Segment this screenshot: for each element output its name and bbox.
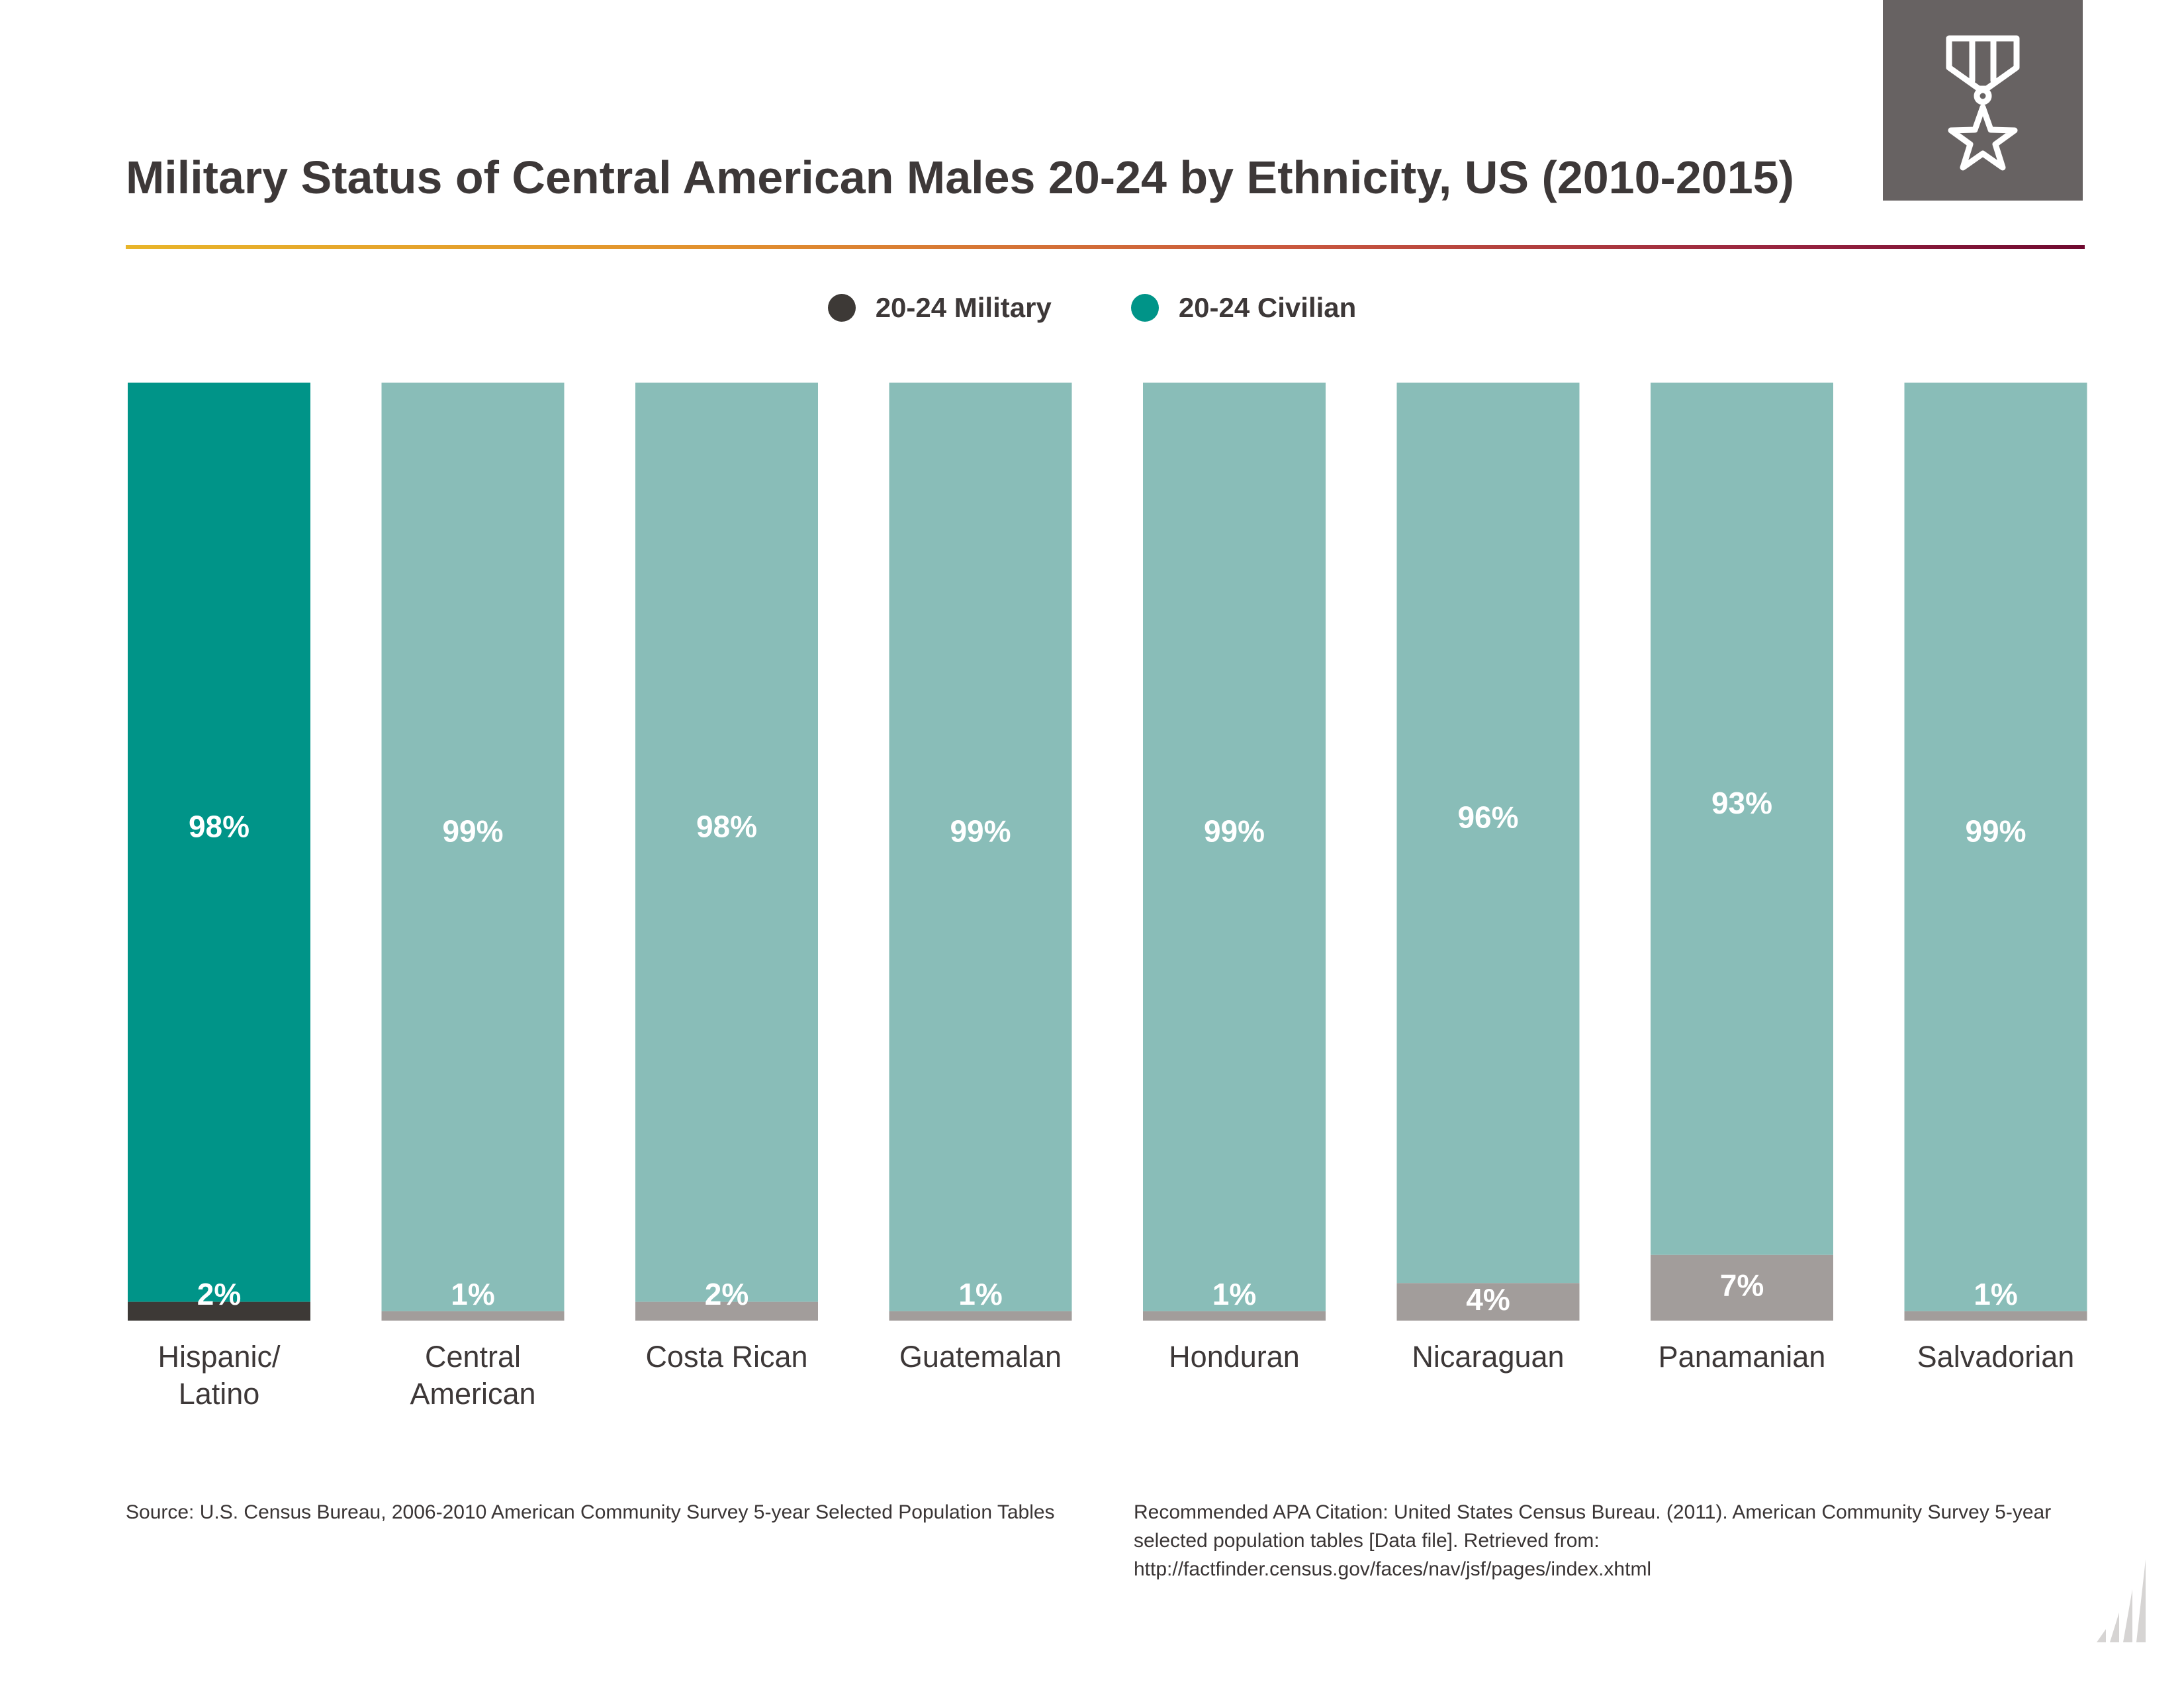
data-label-military: 1%	[1974, 1277, 2017, 1311]
data-label-civilian: 99%	[1204, 814, 1265, 849]
citation-note: Recommended APA Citation: United States …	[1134, 1501, 2052, 1580]
data-label-civilian: 93%	[1711, 786, 1772, 820]
bar-civilian	[1651, 383, 1833, 1255]
bar-military	[1904, 1311, 2087, 1321]
legend-item-military: 20-24 Military	[827, 288, 1052, 328]
bar-civilian	[381, 383, 565, 1311]
bar-military	[1651, 1254, 1833, 1321]
bar-civilian	[1396, 383, 1580, 1284]
bar-military	[1396, 1283, 1580, 1321]
title-divider	[126, 245, 2085, 249]
data-label-civilian: 99%	[950, 814, 1011, 849]
bar-military	[128, 1301, 310, 1321]
data-label-military: 1%	[958, 1277, 1002, 1311]
data-label-military: 1%	[1212, 1277, 1256, 1311]
bar-civilian	[889, 383, 1072, 1311]
legend-label-civilian: 20-24 Civilian	[1178, 292, 1357, 323]
category-label: Salvadorian	[1917, 1340, 2075, 1374]
source-note: Source: U.S. Census Bureau, 2006-2010 Am…	[126, 1501, 1055, 1523]
category-label: Costa Rican	[645, 1340, 807, 1374]
legend-item-civilian: 20-24 Civilian	[1130, 288, 1357, 328]
category-label: Central	[425, 1340, 521, 1374]
data-label-military: 2%	[197, 1277, 241, 1311]
bar-civilian	[1143, 383, 1326, 1311]
bar-military	[1143, 1311, 1326, 1321]
data-label-military: 4%	[1466, 1282, 1510, 1317]
category-label: Honduran	[1169, 1340, 1300, 1374]
category-label: Hispanic/	[158, 1340, 281, 1374]
bar-civilian	[635, 383, 818, 1302]
bar-military	[889, 1311, 1072, 1321]
category-label: Nicaraguan	[1412, 1340, 1564, 1374]
category-label: Latino	[179, 1377, 260, 1411]
data-label-civilian: 96%	[1457, 800, 1518, 834]
bar-civilian	[1904, 383, 2087, 1311]
data-label-military: 2%	[705, 1277, 749, 1311]
bars-logo-icon	[2097, 1560, 2146, 1642]
data-label-military: 1%	[451, 1277, 494, 1311]
stacked-bar-chart: 98% 2% Hispanic/Latino 99% 1% CentralAmerican…	[128, 383, 2087, 1411]
chart-title: Military Status of Central American Male…	[126, 152, 1794, 203]
data-label-civilian: 98%	[189, 809, 250, 843]
data-label-civilian: 99%	[442, 814, 503, 849]
data-label-civilian: 99%	[1965, 814, 2026, 849]
legend-label-military: 20-24 Military	[875, 292, 1052, 323]
category-label: Panamanian	[1659, 1340, 1826, 1374]
bar-military	[635, 1301, 818, 1321]
legend-swatch-military	[827, 294, 856, 322]
category-label: American	[410, 1377, 535, 1411]
category-label: Guatemalan	[899, 1340, 1062, 1374]
legend: 20-24 Military 20-24 Civilian	[0, 288, 2184, 328]
data-label-civilian: 98%	[696, 809, 757, 843]
legend-swatch-civilian	[1130, 294, 1159, 322]
bar-military	[381, 1311, 565, 1321]
medal-star-icon	[1946, 35, 2020, 171]
bar-civilian	[128, 383, 310, 1302]
data-label-military: 7%	[1720, 1268, 1764, 1303]
badge	[1883, 0, 2083, 201]
